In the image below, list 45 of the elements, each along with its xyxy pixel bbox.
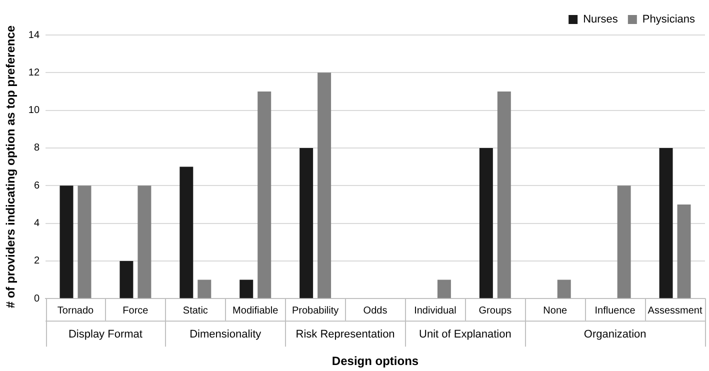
text: Risk Representation <box>296 328 395 341</box>
bar <box>437 280 451 298</box>
x-tick-label: Influence <box>594 305 636 316</box>
y-tick-label: 14 <box>28 30 40 41</box>
y-tick-label: 4 <box>34 218 40 230</box>
y-tick-label: 0 <box>34 293 40 304</box>
bar <box>300 148 314 298</box>
bar <box>198 280 212 298</box>
bar <box>318 72 332 298</box>
bar <box>258 91 272 298</box>
x-tick-label: Force <box>122 305 149 316</box>
bar <box>240 280 254 298</box>
bar <box>120 260 134 298</box>
x-tick-label: Assessment <box>648 305 702 316</box>
bar <box>180 166 194 298</box>
bar <box>479 148 493 298</box>
text: Display Format <box>68 328 142 341</box>
x-axis-title: Design options <box>332 354 419 368</box>
bar <box>677 204 691 298</box>
bar <box>497 91 511 298</box>
y-tick-label: 6 <box>34 180 40 192</box>
y-tick-label: 10 <box>28 105 40 116</box>
bar <box>617 186 631 298</box>
bar <box>659 148 673 298</box>
legend-label: Nurses <box>583 14 618 26</box>
x-tick-label: Odds <box>363 305 388 316</box>
x-tick-label: Tornado <box>57 305 94 316</box>
bar <box>138 186 152 298</box>
x-tick-label: Groups <box>478 305 512 316</box>
y-tick-label: 12 <box>28 67 40 78</box>
x-tick-label: Modifiable <box>232 305 279 316</box>
y-tick-label: 8 <box>34 142 40 154</box>
bar <box>78 186 92 298</box>
text: Organization <box>584 328 646 341</box>
bar <box>557 280 571 298</box>
y-tick-label: 2 <box>34 256 40 267</box>
text: Unit of Explanation <box>419 328 512 341</box>
x-tick-label: None <box>543 305 568 316</box>
bar <box>60 186 74 298</box>
text: Dimensionality <box>190 328 262 341</box>
x-tick-label: Probability <box>292 305 339 316</box>
y-axis-title: # of providers indicating option as top preference <box>4 25 18 308</box>
x-tick-label: Individual <box>414 305 456 316</box>
x-tick-label: Static <box>182 305 208 316</box>
legend-label: Physicians <box>642 14 696 26</box>
